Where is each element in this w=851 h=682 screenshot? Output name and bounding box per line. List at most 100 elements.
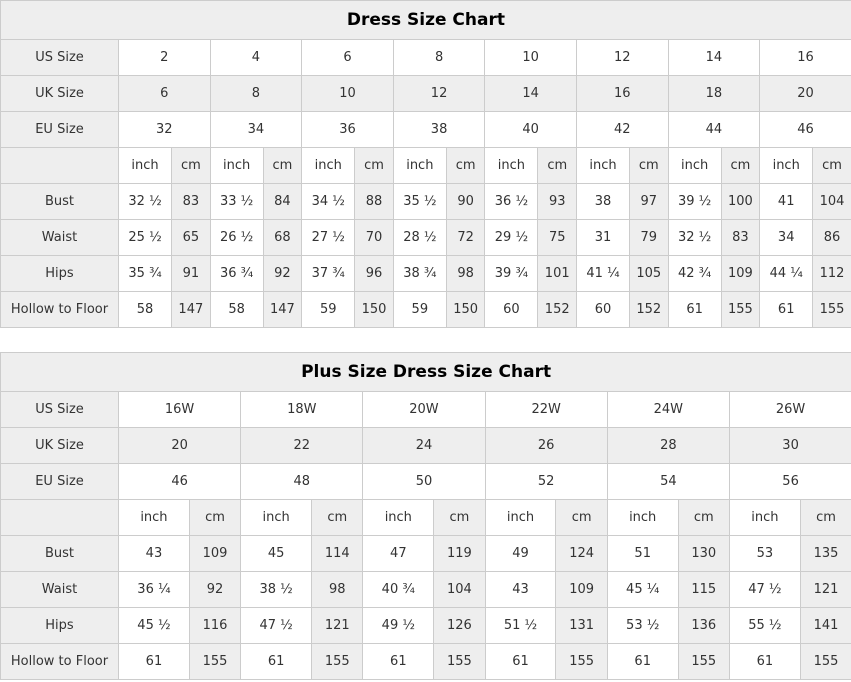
measure-row-hollow-to-floor: Hollow to Floor 61 155 61 155 61 155 61 155 61 155…: [0, 643, 851, 680]
measurement-inch-cell: 61: [667, 291, 722, 328]
size-value-cell: 12: [392, 75, 486, 112]
measurement-cm-cell: 155: [433, 643, 486, 680]
measurement-inch-cell: 45 ½: [118, 607, 190, 644]
measurement-cm-cell: 65: [171, 219, 211, 256]
row-label: Bust: [0, 183, 119, 220]
row-label: EU Size: [0, 111, 119, 148]
size-value-cell: 46: [759, 111, 851, 148]
unit-header-cm: cm: [799, 499, 851, 536]
measurement-cm-cell: 92: [188, 571, 242, 608]
measurement-inch-cell: 38: [575, 183, 631, 220]
measurement-cm-cell: 126: [433, 607, 486, 644]
measurement-cm-cell: 100: [720, 183, 761, 220]
measurement-cm-cell: 131: [555, 607, 608, 644]
unit-header-inch: inch: [759, 147, 814, 184]
measurement-cm-cell: 116: [188, 607, 242, 644]
measurement-cm-cell: 152: [537, 291, 577, 328]
measurement-inch-cell: 43: [118, 535, 190, 572]
measurement-cm-cell: 130: [677, 535, 730, 572]
size-value-cell: 30: [728, 427, 851, 464]
unit-header-cm: cm: [445, 147, 486, 184]
measurement-cm-cell: 91: [171, 255, 211, 292]
size-value-cell: 38: [392, 111, 486, 148]
size-row-uk-size: UK Size 6 8 10 12 14 16 18 20: [0, 75, 851, 112]
measure-row-bust: Bust 43 109 45 114 47 119 49 124 51 130 53 135: [0, 535, 851, 572]
measurement-cm-cell: 155: [799, 643, 851, 680]
measurement-inch-cell: 31: [575, 219, 631, 256]
measurement-cm-cell: 109: [555, 571, 608, 608]
row-label: UK Size: [0, 427, 119, 464]
measurement-cm-cell: 105: [629, 255, 669, 292]
measurement-cm-cell: 135: [799, 535, 851, 572]
measurement-inch-cell: 58: [209, 291, 264, 328]
row-label: Hollow to Floor: [0, 643, 119, 680]
measurement-inch-cell: 51 ½: [484, 607, 557, 644]
measurement-cm-cell: 155: [555, 643, 608, 680]
measurement-inch-cell: 32 ½: [117, 183, 173, 220]
unit-row-corner-cell: [0, 499, 119, 536]
measurement-cm-cell: 147: [171, 291, 211, 328]
measurement-inch-cell: 41 ¼: [575, 255, 631, 292]
size-value-cell: 4: [209, 39, 303, 76]
measurement-cm-cell: 114: [311, 535, 364, 572]
measurement-cm-cell: 112: [812, 255, 851, 292]
size-value-cell: 20: [117, 427, 242, 464]
size-value-cell: 44: [667, 111, 761, 148]
measurement-inch-cell: 35 ¾: [117, 255, 173, 292]
unit-header-cm: cm: [171, 147, 211, 184]
measurement-cm-cell: 83: [720, 219, 761, 256]
size-value-cell: 16W: [117, 391, 242, 428]
unit-header-cm: cm: [677, 499, 730, 536]
measurement-cm-cell: 147: [262, 291, 303, 328]
size-value-cell: 24: [362, 427, 486, 464]
measurement-cm-cell: 119: [433, 535, 486, 572]
measurement-inch-cell: 36 ¾: [209, 255, 264, 292]
measurement-inch-cell: 53 ½: [606, 607, 679, 644]
measurement-cm-cell: 72: [445, 219, 486, 256]
measurement-inch-cell: 45: [240, 535, 313, 572]
measurement-cm-cell: 121: [311, 607, 364, 644]
row-label: Waist: [0, 571, 119, 608]
measurement-cm-cell: 93: [537, 183, 577, 220]
unit-header-cm: cm: [433, 499, 486, 536]
measurement-inch-cell: 43: [484, 571, 557, 608]
measurement-inch-cell: 47: [362, 535, 435, 572]
row-label: EU Size: [0, 463, 119, 500]
measurement-inch-cell: 61: [118, 643, 190, 680]
chart-title-row: Dress Size Chart: [0, 0, 851, 40]
size-value-cell: 20W: [362, 391, 486, 428]
measurement-inch-cell: 61: [759, 291, 814, 328]
size-value-cell: 6: [118, 75, 211, 112]
measurement-cm-cell: 115: [677, 571, 730, 608]
measurement-inch-cell: 40 ¾: [362, 571, 435, 608]
measurement-cm-cell: 79: [629, 219, 669, 256]
row-label: Bust: [0, 535, 119, 572]
unit-header-cm: cm: [555, 499, 608, 536]
unit-header-cm: cm: [354, 147, 394, 184]
size-value-cell: 54: [606, 463, 730, 500]
measure-row-waist: Waist 25 ½ 65 26 ½ 68 27 ½ 70 28 ½ 72 29 ½ 75 31 79 3…: [0, 219, 851, 256]
measurement-cm-cell: 84: [262, 183, 303, 220]
chart-title: Plus Size Dress Size Chart: [0, 352, 851, 392]
measurement-cm-cell: 104: [433, 571, 486, 608]
measurement-cm-cell: 121: [799, 571, 851, 608]
measurement-cm-cell: 155: [677, 643, 730, 680]
chart-title: Dress Size Chart: [0, 0, 851, 40]
size-value-cell: 6: [301, 39, 394, 76]
measurement-inch-cell: 55 ½: [728, 607, 801, 644]
measurement-inch-cell: 61: [362, 643, 435, 680]
measurement-inch-cell: 58: [117, 291, 173, 328]
measurement-inch-cell: 61: [240, 643, 313, 680]
size-value-cell: 8: [392, 39, 486, 76]
row-label: US Size: [0, 39, 119, 76]
measurement-cm-cell: 152: [629, 291, 669, 328]
measurement-cm-cell: 68: [262, 219, 303, 256]
size-value-cell: 2: [118, 39, 211, 76]
measurement-cm-cell: 98: [311, 571, 364, 608]
unit-header-inch: inch: [301, 147, 356, 184]
size-value-cell: 12: [575, 39, 669, 76]
unit-header-inch: inch: [606, 499, 679, 536]
measurement-cm-cell: 155: [720, 291, 761, 328]
measurement-inch-cell: 35 ½: [392, 183, 447, 220]
